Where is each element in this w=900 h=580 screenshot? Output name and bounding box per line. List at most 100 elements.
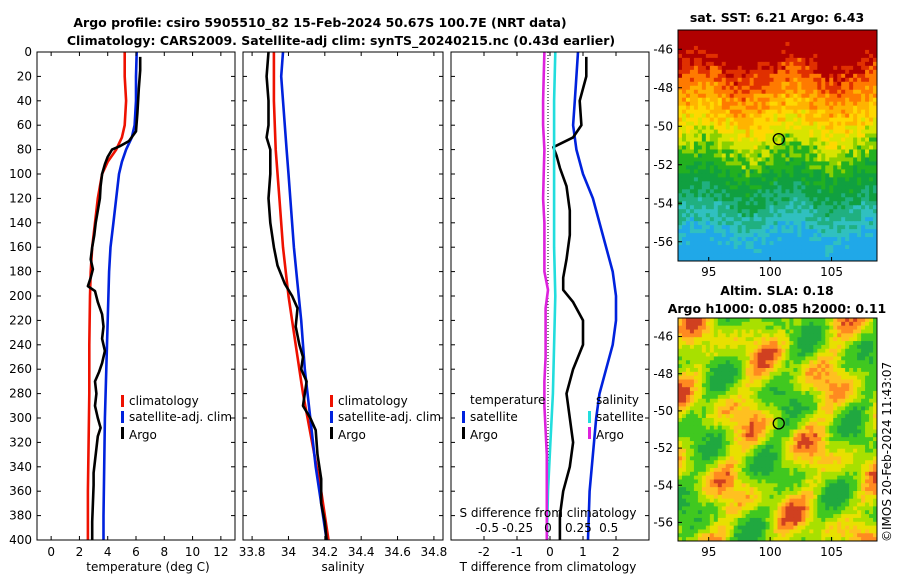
heatmap-cell [709, 161, 715, 167]
heatmap-cell [709, 69, 715, 75]
heatmap-cell [861, 193, 866, 198]
heatmap-cell [785, 169, 791, 174]
heatmap-cell [717, 394, 723, 400]
heatmap-cell [789, 189, 795, 194]
heatmap-cell [721, 375, 727, 381]
heatmap-cell [678, 225, 683, 230]
heatmap-cell [701, 49, 707, 55]
heatmap-cell [761, 53, 767, 59]
heatmap-cell [757, 448, 763, 454]
heatmap-cell [713, 209, 719, 214]
heatmap-cell [781, 402, 787, 408]
heatmap-cell [845, 177, 850, 182]
heatmap-cell [781, 379, 787, 384]
heatmap-cell [861, 394, 866, 400]
heatmap-cell [785, 53, 791, 59]
heatmap-cell [689, 145, 695, 151]
heatmap-cell [769, 333, 775, 338]
heatmap-cell [753, 360, 759, 365]
heatmap-cell [773, 398, 779, 404]
heatmap-cell [777, 37, 783, 43]
heatmap-cell [765, 157, 771, 163]
heatmap-cell [805, 429, 810, 434]
heatmap-cell [869, 410, 874, 415]
heatmap-cell [777, 73, 783, 79]
heatmap-cell [845, 193, 850, 198]
heatmap-cell [809, 201, 814, 206]
heatmap-cell [761, 61, 767, 67]
heatmap-cell [813, 452, 818, 458]
heatmap-cell [817, 201, 822, 206]
heatmap-cell [725, 387, 731, 392]
heatmap-cell [845, 379, 850, 384]
heatmap-cell [781, 253, 787, 258]
heatmap-cell [757, 452, 763, 458]
heatmap-cell [773, 437, 779, 442]
heatmap-cell [717, 181, 723, 186]
heatmap-cell [725, 117, 731, 123]
heatmap-cell [713, 169, 719, 174]
heatmap-cell [873, 185, 877, 190]
heatmap-cell [693, 97, 699, 103]
heatmap-cell [793, 448, 798, 454]
heatmap-cell [797, 417, 802, 423]
heatmap-cell [785, 379, 791, 384]
heatmap-cell [681, 121, 687, 127]
heatmap-cell [709, 379, 715, 384]
heatmap-cell [833, 237, 838, 242]
x-tick-label: 100 [759, 265, 782, 279]
heatmap-cell [813, 394, 818, 400]
heatmap-cell [761, 205, 767, 210]
heatmap-cell [753, 437, 759, 442]
heatmap-cell [869, 41, 874, 47]
heatmap-cell [841, 101, 846, 107]
heatmap-cell [873, 379, 877, 384]
heatmap-cell [829, 402, 834, 408]
heatmap-cell [829, 437, 834, 442]
heatmap-cell [817, 318, 822, 323]
heatmap-cell [689, 421, 695, 427]
heatmap-cell [797, 402, 802, 408]
heatmap-cell [813, 379, 818, 384]
heatmap-cell [825, 33, 830, 39]
heatmap-cell [733, 165, 739, 170]
heatmap-cell [801, 356, 806, 361]
heatmap-cell [733, 391, 739, 396]
heatmap-cell [805, 197, 810, 202]
heatmap-cell [717, 61, 723, 67]
heatmap-cell [801, 441, 806, 446]
heatmap-cell [749, 360, 755, 365]
heatmap-cell [857, 402, 862, 408]
heatmap-cell [825, 57, 830, 63]
heatmap-cell [833, 213, 838, 218]
heatmap-cell [821, 205, 826, 210]
heatmap-cell [785, 109, 791, 115]
heatmap-cell [709, 30, 715, 35]
heatmap-cell [793, 321, 798, 327]
heatmap-cell [817, 245, 822, 250]
heatmap-cell [701, 241, 707, 246]
heatmap-cell [833, 221, 838, 226]
heatmap-cell [865, 185, 870, 190]
heatmap-cell [813, 117, 818, 123]
heatmap-cell [745, 253, 751, 258]
heatmap-cell [813, 233, 818, 238]
heatmap-cell [773, 81, 779, 87]
heatmap-cell [777, 221, 783, 226]
heatmap-cell [749, 233, 755, 238]
heatmap-cell [801, 161, 806, 167]
heatmap-cell [761, 398, 767, 404]
heatmap-cell [749, 452, 755, 458]
heatmap-cell [709, 402, 715, 408]
heatmap-cell [678, 245, 683, 250]
heatmap-cell [805, 121, 810, 127]
heatmap-cell [817, 406, 822, 411]
heatmap-cell [805, 229, 810, 234]
heatmap-cell [801, 229, 806, 234]
heatmap-cell [753, 348, 759, 354]
y-tick-label: 20 [17, 69, 32, 83]
heatmap-cell [773, 441, 779, 446]
heatmap-cell [829, 53, 834, 59]
heatmap-cell [829, 410, 834, 415]
heatmap-cell [829, 356, 834, 361]
